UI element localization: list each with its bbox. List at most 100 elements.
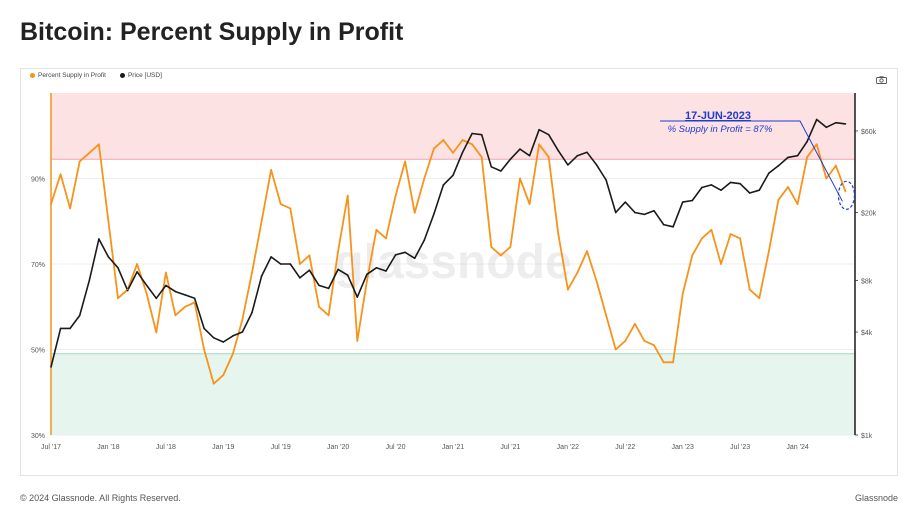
data-point-supply <box>729 233 732 235</box>
data-point-supply <box>471 143 474 146</box>
x-tick-label: Jul '23 <box>730 444 750 451</box>
data-point-price <box>720 189 722 192</box>
data-point-price <box>634 211 636 214</box>
data-point-supply <box>614 348 617 351</box>
data-point-supply <box>222 374 225 377</box>
data-point-price <box>662 223 665 226</box>
data-point-supply <box>318 305 320 308</box>
data-point-price <box>806 140 808 143</box>
data-point-supply <box>758 297 761 300</box>
data-point-price <box>260 275 263 277</box>
legend-item-supply[interactable]: Percent Supply in Profit <box>30 72 106 79</box>
data-point-supply <box>308 254 311 257</box>
x-tick-label: Jan '23 <box>672 444 694 451</box>
data-point-supply <box>394 194 397 197</box>
data-point-supply <box>815 143 818 146</box>
data-point-price <box>59 327 62 330</box>
data-point-price <box>614 211 617 214</box>
page-title: Bitcoin: Percent Supply in Profit <box>20 18 404 46</box>
y-right-tick-label: $60k <box>861 129 877 136</box>
data-point-price <box>768 172 770 174</box>
camera-icon[interactable] <box>876 76 887 84</box>
annotation-date: 17-JUN-2023 <box>685 110 751 122</box>
data-point-price <box>480 133 483 136</box>
legend-swatch-price <box>119 73 125 78</box>
data-point-supply <box>557 233 560 235</box>
data-point-supply <box>605 314 608 317</box>
data-point-price <box>835 121 837 124</box>
data-point-supply <box>78 160 81 163</box>
data-point-supply <box>404 160 407 163</box>
x-tick-label: Jul '22 <box>615 444 635 451</box>
data-point-supply <box>174 314 177 317</box>
data-point-supply <box>710 228 713 231</box>
data-point-price <box>193 297 196 300</box>
x-tick-label: Jan '24 <box>786 444 808 451</box>
data-point-supply <box>117 297 119 300</box>
data-point-supply <box>59 173 62 176</box>
data-point-supply <box>231 352 234 355</box>
data-point-supply <box>164 271 167 274</box>
data-point-price <box>385 270 387 272</box>
x-tick-label: Jan '20 <box>327 444 349 451</box>
data-point-price <box>165 284 167 287</box>
y-right-tick-label: $4k <box>861 330 873 337</box>
x-tick-label: Jan '21 <box>442 444 464 451</box>
data-point-price <box>318 284 320 287</box>
data-point-supply <box>825 177 828 180</box>
data-point-supply <box>700 237 703 240</box>
band-upper <box>51 93 855 160</box>
data-point-price <box>356 296 359 298</box>
data-point-supply <box>576 271 579 274</box>
data-point-supply <box>385 237 387 240</box>
data-point-price <box>701 186 703 189</box>
data-point-price <box>691 199 694 202</box>
data-point-supply <box>155 331 158 334</box>
data-point-price <box>815 118 818 121</box>
x-tick-label: Jan '18 <box>97 444 119 451</box>
data-point-supply <box>184 305 186 308</box>
data-point-price <box>586 151 588 154</box>
data-point-price <box>251 311 253 314</box>
data-point-supply <box>509 246 512 248</box>
data-point-price <box>605 179 607 181</box>
data-point-price <box>595 164 598 166</box>
band-lower <box>51 353 855 435</box>
data-point-price <box>145 284 148 287</box>
x-tick-label: Jul '17 <box>41 444 61 451</box>
data-point-supply <box>193 301 196 304</box>
legend-item-price[interactable]: Price [USD] <box>119 72 162 79</box>
data-point-supply <box>739 237 742 240</box>
legend-label-supply: Percent Supply in Profit <box>38 72 106 79</box>
data-point-price <box>337 268 339 271</box>
data-point-price <box>844 123 847 125</box>
data-point-supply <box>633 322 636 325</box>
data-point-price <box>557 149 560 152</box>
data-point-price <box>519 148 521 150</box>
data-point-supply <box>375 228 378 231</box>
data-point-price <box>232 335 234 337</box>
data-point-supply <box>69 207 72 210</box>
data-point-price <box>624 201 627 203</box>
data-point-supply <box>681 293 684 295</box>
data-point-price <box>107 256 110 258</box>
data-point-price <box>433 213 435 215</box>
data-point-price <box>538 128 540 131</box>
data-point-price <box>346 274 349 277</box>
data-point-price <box>50 366 52 368</box>
data-point-supply <box>327 314 330 317</box>
data-point-price <box>777 165 780 167</box>
data-point-price <box>299 277 301 279</box>
data-point-supply <box>767 250 770 253</box>
y-left-tick-label: 30% <box>31 433 45 440</box>
data-point-price <box>88 279 91 282</box>
annotation-leader-line <box>660 120 843 202</box>
data-point-supply <box>337 250 340 253</box>
data-point-price <box>442 184 445 186</box>
data-point-supply <box>432 147 435 150</box>
data-point-price <box>98 238 100 240</box>
data-point-price <box>653 209 655 212</box>
data-point-price <box>758 189 761 192</box>
data-point-price <box>203 327 205 330</box>
data-point-supply <box>461 139 464 141</box>
